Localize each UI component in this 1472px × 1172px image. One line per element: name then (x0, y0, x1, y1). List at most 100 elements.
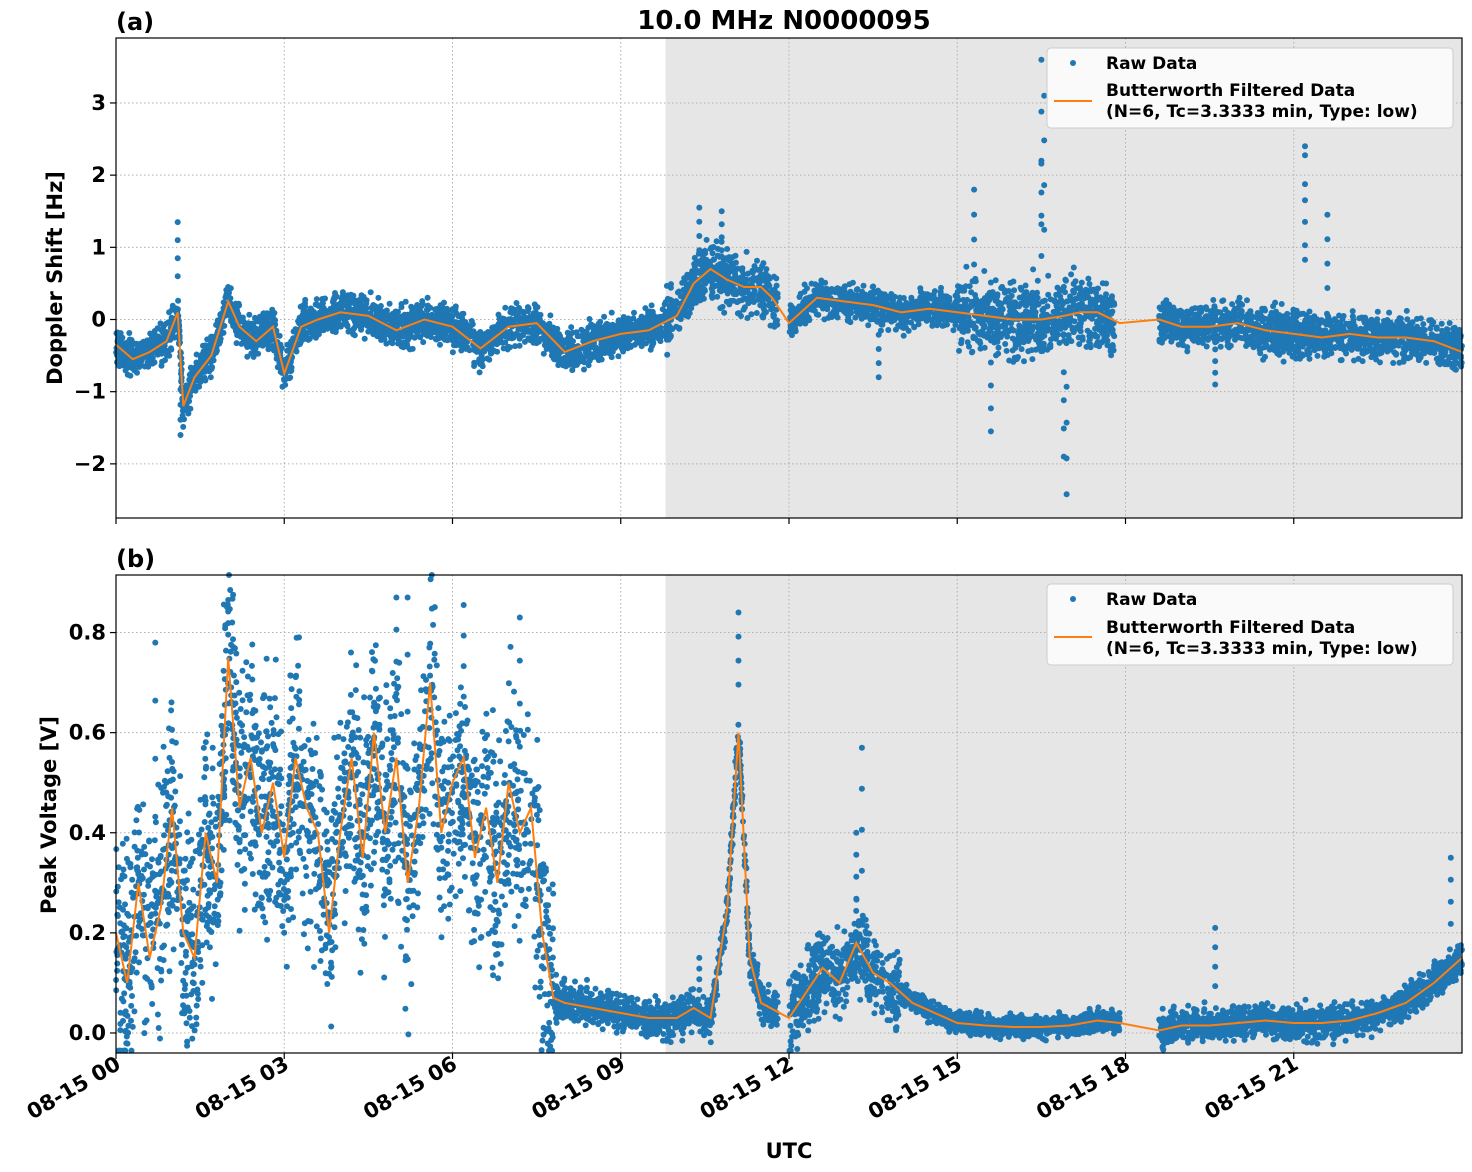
raw-data-point (673, 298, 680, 305)
raw-data-point (494, 348, 501, 355)
raw-data-point (743, 277, 750, 283)
raw-data-point (580, 331, 587, 338)
raw-data-point (666, 305, 673, 312)
raw-data-point (1006, 302, 1013, 309)
raw-data-point (596, 354, 603, 361)
raw-data-point (1063, 277, 1069, 284)
raw-data-point (721, 309, 728, 316)
raw-data-point (405, 332, 412, 339)
raw-data-point (689, 272, 696, 279)
raw-data-point (332, 290, 338, 296)
raw-data-point (718, 253, 725, 260)
raw-data-point (689, 293, 696, 300)
raw-data-point (530, 339, 537, 346)
raw-data-point (998, 323, 1004, 330)
raw-data-point (502, 304, 509, 311)
raw-data-point (553, 330, 560, 337)
raw-data-point (1077, 313, 1083, 320)
raw-data-point (954, 293, 961, 300)
raw-data-point (1217, 343, 1224, 350)
raw-data-point (620, 348, 627, 355)
raw-data-point (207, 335, 214, 342)
raw-data-point (1082, 304, 1089, 311)
raw-data-point (965, 314, 972, 321)
raw-data-point (1031, 310, 1038, 317)
raw-data-point (1002, 327, 1009, 334)
raw-data-point (419, 301, 426, 308)
raw-data-point (357, 324, 364, 331)
raw-data-point (305, 336, 312, 343)
raw-data-point (867, 315, 874, 322)
raw-data-point (548, 343, 555, 350)
raw-data-point (1016, 303, 1022, 310)
raw-data-point (388, 336, 395, 343)
raw-data-point (528, 329, 535, 336)
raw-data-point (1064, 298, 1071, 305)
raw-data-point (667, 334, 674, 341)
raw-data-point (627, 343, 634, 350)
raw-data-point (147, 330, 154, 337)
raw-data-point (821, 316, 828, 323)
raw-data-point (471, 363, 478, 369)
raw-data-point (1423, 359, 1430, 366)
raw-data-point (877, 290, 884, 297)
raw-data-point (995, 350, 1002, 357)
raw-data-point (738, 313, 744, 319)
raw-data-point (939, 322, 946, 329)
raw-data-point (571, 356, 578, 363)
raw-data-point (169, 302, 176, 309)
raw-data-point (1070, 264, 1077, 271)
raw-data-point (1007, 279, 1014, 286)
raw-data-point (640, 334, 647, 341)
raw-data-point (1066, 316, 1073, 323)
raw-data-point (1085, 275, 1092, 282)
raw-data-point (257, 325, 264, 332)
raw-data-point (896, 314, 903, 321)
raw-data-point (502, 333, 509, 339)
raw-data-point (969, 278, 976, 285)
raw-data-point (452, 305, 459, 312)
raw-data-point (490, 324, 497, 331)
raw-data-point (995, 335, 1001, 342)
raw-data-point (175, 297, 182, 304)
raw-data-point (521, 314, 528, 320)
raw-data-point (960, 328, 967, 335)
raw-data-point (443, 328, 450, 335)
raw-data-point (246, 311, 253, 318)
raw-data-point (753, 310, 760, 316)
raw-data-point (923, 310, 929, 317)
raw-data-point (1096, 320, 1103, 327)
raw-data-point (366, 318, 373, 325)
raw-data-point (879, 321, 886, 328)
raw-data-point (695, 269, 702, 276)
figure-title: 10.0 MHz N0000095 (637, 6, 930, 36)
raw-data-point (645, 333, 652, 340)
raw-data-point (995, 344, 1002, 351)
raw-data-point (350, 292, 357, 299)
raw-data-point (638, 343, 645, 350)
raw-data-point (1003, 296, 1010, 303)
raw-data-point (701, 279, 708, 286)
raw-data-point (849, 279, 856, 286)
raw-data-point (292, 326, 299, 333)
raw-data-point (244, 353, 251, 360)
raw-data-point (1086, 281, 1093, 287)
raw-data-point (532, 311, 539, 318)
raw-data-point (846, 294, 852, 300)
raw-data-point (917, 285, 924, 292)
raw-data-point (1306, 308, 1313, 315)
raw-data-point (1030, 333, 1037, 340)
raw-data-point (956, 347, 962, 354)
raw-data-point (760, 272, 767, 278)
raw-data-point (460, 323, 467, 330)
raw-data-point (1210, 297, 1217, 303)
raw-data-point (647, 346, 654, 353)
raw-data-point (1060, 331, 1067, 338)
raw-data-point (703, 236, 710, 243)
raw-data-point (709, 250, 716, 257)
raw-data-point (233, 340, 240, 347)
raw-data-point (241, 338, 248, 345)
raw-data-point (454, 332, 461, 339)
raw-data-point (743, 248, 750, 255)
raw-data-point (1079, 334, 1086, 341)
